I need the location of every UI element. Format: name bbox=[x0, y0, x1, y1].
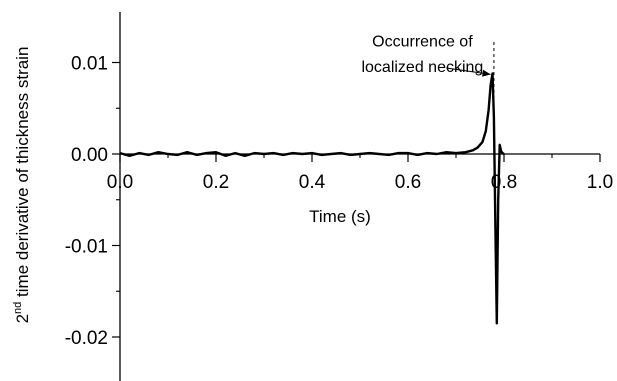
y-axis-title: 2nd time derivative of thickness strain bbox=[12, 47, 32, 324]
chart-labels: 0.0 0.2 0.4 0.6 0.8 1.0 0.01 0.00 -0.01 -0.02 Time… bbox=[12, 34, 613, 349]
x-tick-label: 0.6 bbox=[395, 172, 421, 193]
x-tick-label: 0.0 bbox=[107, 172, 133, 193]
y-tick-label: -0.02 bbox=[65, 328, 108, 349]
x-tick-label: 0.2 bbox=[203, 172, 229, 193]
annotation-text: Occurrence of bbox=[372, 34, 473, 51]
x-tick-label: 0.4 bbox=[299, 172, 326, 193]
x-axis-title: Time (s) bbox=[309, 207, 371, 226]
chart-marks bbox=[119, 42, 505, 325]
y-tick-label: -0.01 bbox=[65, 237, 108, 258]
x-tick-label: 1.0 bbox=[587, 172, 613, 193]
y-tick-label: 0.00 bbox=[71, 145, 108, 166]
axes bbox=[112, 12, 601, 381]
annotation-arrow-head bbox=[482, 69, 491, 77]
series-line bbox=[119, 72, 505, 325]
y-tick-label: 0.01 bbox=[71, 54, 108, 75]
x-tick-label: 0.8 bbox=[491, 172, 517, 193]
annotation-text: localized necking bbox=[361, 59, 483, 76]
